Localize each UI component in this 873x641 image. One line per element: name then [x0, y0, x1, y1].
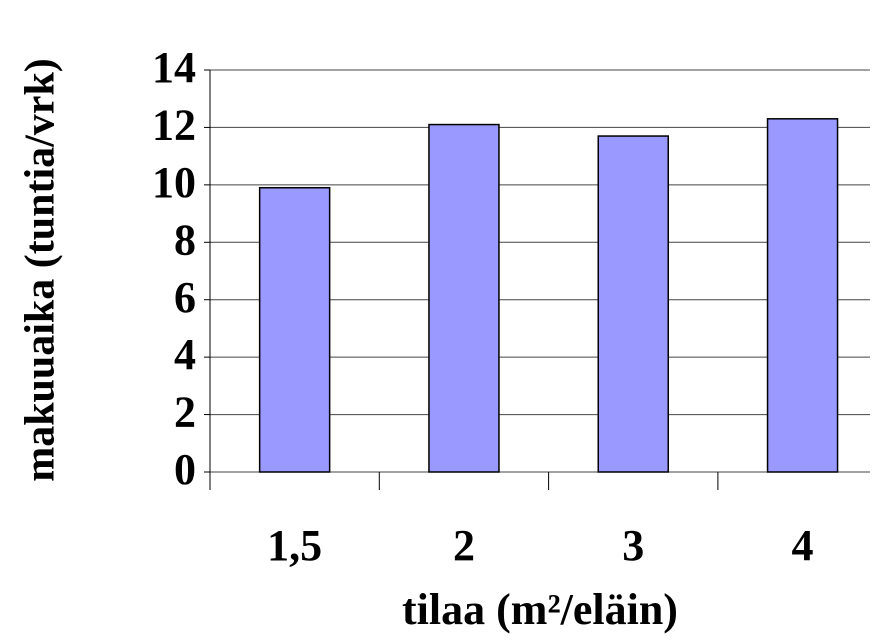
bar [428, 123, 500, 473]
y-tick-label: 12 [152, 101, 196, 150]
bar [597, 135, 669, 473]
bar [258, 186, 331, 473]
y-axis-title: makuuaika (tuntia/vrk) [18, 58, 64, 482]
x-tick-label: 4 [792, 521, 814, 570]
x-axis-title: tilaa (m²/eläin) [402, 585, 678, 634]
x-tick-label: 1,5 [267, 521, 322, 570]
y-tick-label: 8 [174, 215, 196, 264]
x-tick-label: 2 [453, 521, 475, 570]
bar [766, 118, 839, 473]
y-tick-label: 14 [152, 43, 196, 92]
y-tick-label: 4 [174, 330, 196, 379]
x-tick-label: 3 [622, 521, 644, 570]
y-tick-label: 6 [174, 273, 196, 322]
y-tick-label: 2 [174, 388, 196, 437]
y-tick-label: 0 [174, 445, 196, 494]
y-tick-label: 10 [152, 158, 196, 207]
